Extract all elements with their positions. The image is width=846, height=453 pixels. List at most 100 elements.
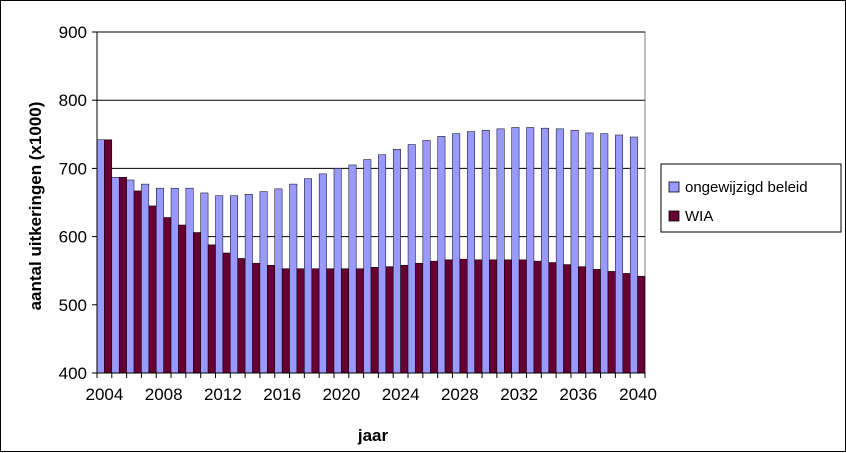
x-tick-label-2020: 2020	[322, 385, 360, 404]
legend-box	[660, 163, 842, 233]
bar-wia-2039	[622, 273, 631, 374]
legend: ongewijzigd beleid WIA	[660, 163, 842, 233]
bar-wia-2007	[148, 205, 157, 374]
x-tick-label-2028: 2028	[441, 385, 479, 404]
y-tick-label-500: 500	[59, 296, 87, 315]
bar-wia-2005	[118, 177, 127, 374]
bar-ongewijzigd-beleid-2012	[215, 195, 224, 374]
bar-wia-2023	[385, 266, 394, 374]
x-tick-label-2032: 2032	[500, 385, 538, 404]
bars	[96, 127, 646, 374]
bar-wia-2030	[489, 259, 498, 374]
legend-label-ongewijzigd-beleid: ongewijzigd beleid	[685, 179, 808, 196]
bar-ongewijzigd-beleid-2014	[244, 194, 253, 374]
bar-wia-2040	[637, 275, 646, 374]
bar-ongewijzigd-beleid-2026	[422, 140, 431, 374]
bar-wia-2008	[163, 217, 172, 374]
x-tick-label-2040: 2040	[619, 385, 657, 404]
legend-swatch-ongewijzigd-beleid	[668, 181, 680, 193]
bar-wia-2019	[326, 268, 335, 374]
bar-ongewijzigd-beleid-2025	[407, 144, 416, 374]
bar-ongewijzigd-beleid-2030	[481, 129, 490, 374]
bar-ongewijzigd-beleid-2015	[259, 191, 268, 374]
bar-wia-2038	[607, 271, 616, 374]
bar-ongewijzigd-beleid-2010	[185, 187, 194, 374]
y-tick-label-400: 400	[59, 364, 87, 383]
bar-wia-2022	[370, 267, 379, 374]
bar-wia-2024	[400, 264, 409, 374]
x-axis-title: jaar	[357, 426, 389, 445]
bar-wia-2029	[474, 259, 483, 374]
legend-label-wia: WIA	[685, 208, 713, 225]
bar-wia-2009	[178, 224, 187, 374]
bar-ongewijzigd-beleid-2016	[274, 188, 283, 374]
y-tick-label-800: 800	[59, 91, 87, 110]
bar-ongewijzigd-beleid-2037	[585, 132, 594, 374]
bar-wia-2020	[341, 268, 350, 374]
bar-wia-2018	[311, 268, 320, 374]
bar-wia-2036	[578, 266, 587, 374]
bar-wia-2025	[415, 262, 424, 374]
bar-ongewijzigd-beleid-2004	[96, 139, 105, 374]
bar-wia-2006	[133, 190, 142, 374]
bar-ongewijzigd-beleid-2006	[126, 179, 135, 374]
bar-ongewijzigd-beleid-2027	[437, 136, 446, 374]
bar-ongewijzigd-beleid-2007	[141, 183, 150, 374]
bar-ongewijzigd-beleid-2022	[363, 159, 372, 374]
bar-ongewijzigd-beleid-2020	[333, 168, 342, 374]
bar-wia-2014	[252, 262, 261, 374]
bar-wia-2012	[222, 252, 231, 374]
x-axis-ticks: 2004 2008 2012 2016 2020 2024 2028 2032 2036 2040	[85, 373, 657, 404]
bar-wia-2016	[281, 268, 290, 374]
bar-ongewijzigd-beleid-2028	[452, 133, 461, 374]
bar-ongewijzigd-beleid-2035	[555, 128, 564, 374]
bar-ongewijzigd-beleid-2019	[318, 173, 327, 374]
bar-wia-2021	[355, 268, 364, 374]
bar-ongewijzigd-beleid-2008	[155, 187, 164, 374]
bar-ongewijzigd-beleid-2013	[230, 195, 238, 374]
x-tick-label-2016: 2016	[263, 385, 301, 404]
bar-wia-2011	[207, 244, 216, 374]
bar-ongewijzigd-beleid-2033	[526, 127, 535, 374]
y-axis-ticks: 400 500 600 700 800 900	[59, 23, 97, 383]
bar-ongewijzigd-beleid-2038	[600, 133, 609, 374]
bar-ongewijzigd-beleid-2021	[348, 164, 357, 374]
bar-ongewijzigd-beleid-2023	[378, 154, 387, 374]
x-tick-label-2036: 2036	[559, 385, 597, 404]
y-tick-label-900: 900	[59, 23, 87, 42]
bar-ongewijzigd-beleid-2018	[304, 178, 313, 374]
bar-ongewijzigd-beleid-2009	[170, 187, 179, 374]
bar-ongewijzigd-beleid-2005	[111, 177, 120, 374]
bar-wia-2027	[444, 259, 453, 374]
y-tick-label-700: 700	[59, 159, 87, 178]
bar-wia-2026	[429, 260, 438, 374]
bar-ongewijzigd-beleid-2034	[541, 127, 549, 374]
x-tick-label-2012: 2012	[204, 385, 242, 404]
y-axis-title: aantal uitkeringen (x1000)	[26, 102, 45, 311]
bar-wia-2034	[548, 262, 557, 374]
x-tick-label-2004: 2004	[85, 385, 123, 404]
bar-wia-2037	[592, 269, 601, 374]
bar-wia-2035	[563, 264, 572, 374]
legend-swatch-wia	[668, 210, 680, 222]
bar-ongewijzigd-beleid-2036	[570, 129, 579, 374]
bar-wia-2015	[267, 264, 275, 374]
y-tick-label-600: 600	[59, 228, 87, 247]
bar-wia-2032	[518, 259, 527, 374]
bar-wia-2017	[296, 268, 305, 374]
bar-ongewijzigd-beleid-2031	[496, 128, 505, 374]
bar-wia-2013	[237, 258, 246, 374]
bar-wia-2031	[504, 259, 512, 374]
bar-wia-2010	[193, 232, 201, 374]
bar-ongewijzigd-beleid-2024	[392, 149, 401, 374]
bar-wia-2028	[459, 258, 468, 374]
bar-wia-2004	[104, 139, 113, 374]
bar-ongewijzigd-beleid-2017	[289, 183, 298, 374]
bar-ongewijzigd-beleid-2040	[629, 136, 638, 374]
x-tick-label-2008: 2008	[145, 385, 183, 404]
bar-ongewijzigd-beleid-2039	[615, 134, 624, 374]
x-tick-label-2024: 2024	[382, 385, 420, 404]
bar-wia-2033	[533, 260, 542, 374]
